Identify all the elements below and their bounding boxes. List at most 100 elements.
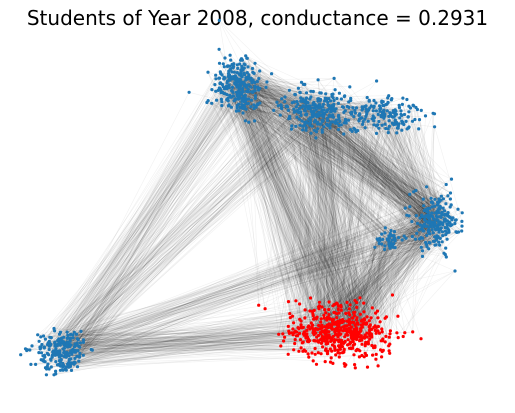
edge <box>55 108 255 362</box>
node <box>242 80 246 84</box>
node <box>55 353 59 357</box>
edge <box>227 66 315 334</box>
node <box>312 317 316 321</box>
edge <box>264 194 410 309</box>
edge <box>355 116 382 133</box>
node <box>352 313 356 318</box>
edge <box>70 355 362 367</box>
node <box>402 122 406 127</box>
node <box>365 365 370 369</box>
edge <box>332 94 340 340</box>
node <box>237 102 241 106</box>
edge <box>57 246 428 355</box>
edge <box>226 99 430 221</box>
node <box>297 107 301 111</box>
edge <box>303 84 427 227</box>
node <box>296 326 300 330</box>
edge <box>319 100 351 315</box>
edge <box>304 109 445 222</box>
edge <box>265 87 445 216</box>
node <box>357 119 361 123</box>
edge <box>48 219 436 344</box>
node <box>342 348 346 352</box>
node <box>66 340 70 344</box>
edge <box>313 103 442 201</box>
edge <box>227 97 463 214</box>
edge <box>329 127 440 223</box>
edge <box>318 227 439 336</box>
node <box>335 96 339 101</box>
edge <box>232 92 322 339</box>
edge <box>47 350 345 365</box>
node <box>347 311 351 315</box>
node <box>460 219 464 223</box>
node <box>369 332 373 336</box>
edge <box>52 324 330 353</box>
node <box>383 122 387 126</box>
edge <box>247 58 307 94</box>
edge <box>253 91 319 117</box>
edge <box>389 184 447 239</box>
edge <box>67 322 367 336</box>
edge <box>434 126 463 222</box>
edge <box>67 87 238 343</box>
edge <box>253 73 341 322</box>
edge <box>328 239 403 332</box>
node <box>377 126 381 130</box>
edge <box>326 238 380 321</box>
node <box>238 62 242 66</box>
edge <box>224 77 308 339</box>
edge <box>285 106 436 246</box>
edge <box>53 227 442 354</box>
node <box>236 78 240 82</box>
node <box>392 242 396 246</box>
edge <box>248 98 355 331</box>
edge <box>231 90 354 346</box>
node <box>294 299 298 303</box>
edge <box>323 104 341 331</box>
edge <box>42 328 316 361</box>
edge <box>331 212 432 326</box>
edge <box>62 58 248 342</box>
node <box>365 112 369 116</box>
edge <box>323 114 357 329</box>
node <box>219 88 223 92</box>
edge <box>315 231 459 334</box>
node <box>446 194 450 198</box>
edge <box>302 219 436 343</box>
edge <box>378 208 428 241</box>
edge <box>367 121 443 215</box>
edge <box>56 348 316 354</box>
edge <box>60 317 353 341</box>
edge <box>233 78 333 330</box>
edge <box>280 105 380 334</box>
edge <box>231 64 423 229</box>
edge <box>222 92 356 330</box>
edge <box>242 91 322 344</box>
node <box>400 102 404 106</box>
node <box>187 90 191 94</box>
edge <box>64 322 294 357</box>
edge <box>258 231 429 306</box>
edge <box>70 211 428 339</box>
edge <box>74 76 232 363</box>
node <box>339 305 343 309</box>
node <box>226 85 231 89</box>
edge <box>327 219 425 326</box>
node <box>374 109 378 113</box>
node <box>60 368 64 372</box>
edge <box>75 349 358 351</box>
edge <box>307 122 349 340</box>
edge <box>349 230 462 349</box>
edge <box>83 330 346 341</box>
edge <box>312 122 318 314</box>
node <box>386 131 390 135</box>
node <box>255 79 259 84</box>
edge <box>67 332 304 336</box>
edge <box>307 102 435 228</box>
node <box>327 300 331 304</box>
node <box>288 316 292 320</box>
edge <box>330 131 357 342</box>
edge <box>410 107 439 230</box>
edge <box>79 314 350 354</box>
